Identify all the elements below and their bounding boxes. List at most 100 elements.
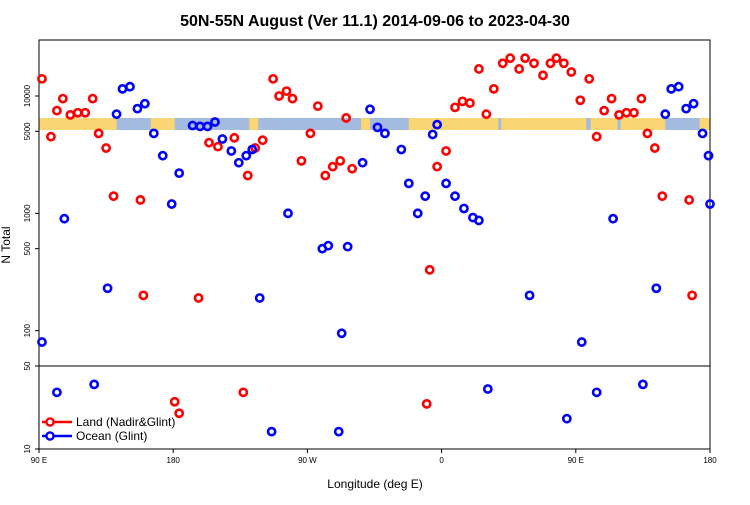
legend-label: Ocean (Glint) [76, 429, 147, 443]
land-point [213, 141, 223, 152]
ocean-point [174, 168, 185, 179]
lower-panel: 10 50 90 E 180 90 W 0 90 E 180 [23, 361, 717, 465]
land-point [138, 290, 149, 301]
x-tick-label: 90 W [298, 456, 317, 465]
ocean-point [233, 157, 244, 168]
lower-panel-frame [38, 365, 711, 450]
map-band-land [590, 118, 618, 130]
y-tick-label: 5000 [23, 122, 32, 140]
map-band-land [39, 118, 117, 130]
land-point [687, 290, 698, 301]
land-point [545, 58, 556, 69]
ocean-point [111, 109, 122, 120]
map-band-land [501, 118, 587, 130]
land-point [46, 131, 56, 142]
land-point [320, 170, 331, 181]
ocean-point [125, 81, 135, 92]
land-point [684, 195, 695, 205]
land-point [481, 109, 492, 120]
land-point [432, 161, 443, 172]
land-point [268, 73, 279, 84]
ocean-point [660, 109, 671, 120]
legend: Land (Nadir&Glint)Ocean (Glint) [42, 415, 175, 443]
ocean-point [247, 144, 258, 155]
land-point [135, 195, 146, 205]
land-point [529, 58, 539, 69]
land-point [657, 191, 668, 202]
ocean-point [697, 128, 708, 139]
land-point [37, 73, 47, 84]
land-point [72, 107, 83, 118]
ocean-point [651, 283, 662, 294]
land-point [312, 101, 323, 112]
land-point [621, 107, 632, 118]
land-point [87, 93, 98, 104]
land-point [101, 143, 111, 153]
ocean-point [412, 208, 423, 219]
x-tick-label: 90 E [31, 456, 47, 465]
x-axis-label: Longitude (deg E) [327, 477, 422, 491]
map-band-land [361, 118, 371, 130]
land-point [473, 64, 484, 74]
land-point [174, 408, 185, 419]
land-point [441, 146, 451, 156]
map-band-land [620, 118, 666, 130]
map-band-land [699, 118, 710, 130]
ocean-point [561, 413, 572, 424]
land-point [599, 105, 610, 116]
y-tick-label: 50 [23, 361, 32, 370]
land-point [566, 67, 577, 77]
ocean-point [482, 384, 493, 394]
ocean-point [210, 117, 220, 127]
ocean-point [688, 98, 699, 109]
land-point [169, 396, 180, 407]
land-point [65, 109, 76, 120]
land-point [575, 95, 586, 106]
land-point [551, 53, 562, 64]
land-point [296, 155, 307, 166]
ocean-point [254, 293, 265, 303]
y-axis-label: N Total [0, 226, 13, 263]
land-point [514, 64, 525, 74]
ocean-point [59, 213, 70, 224]
x-tick-label: 180 [167, 456, 181, 465]
ocean-point [638, 379, 648, 390]
ocean-point [357, 157, 368, 168]
land-point [614, 109, 624, 120]
ocean-point [576, 337, 587, 347]
land-point [649, 143, 660, 153]
land-point [51, 105, 62, 116]
y-tick-label: 100 [23, 323, 32, 337]
land-point [538, 70, 548, 81]
y-tick-label: 10 [23, 444, 32, 453]
ocean-point [703, 150, 714, 161]
ocean-point [51, 387, 62, 398]
land-point [238, 387, 249, 398]
land-point [274, 91, 284, 101]
ocean-point [705, 199, 715, 209]
ocean-point [681, 103, 692, 114]
ocean-point [591, 387, 602, 398]
land-point [606, 93, 617, 104]
land-point [465, 98, 475, 108]
ocean-point [666, 83, 677, 94]
land-point [305, 128, 316, 139]
ocean-point [342, 241, 353, 252]
ocean-point [608, 213, 618, 224]
land-point [457, 96, 468, 107]
land-point [421, 398, 432, 409]
land-point [450, 102, 460, 113]
ocean-point [441, 178, 451, 189]
ocean-point [333, 426, 344, 437]
ocean-point [336, 328, 347, 339]
y-tick-label: 1000 [23, 204, 32, 222]
legend-label: Land (Nadir&Glint) [76, 415, 175, 429]
land-point [424, 264, 435, 275]
land-point [591, 131, 602, 142]
land-point [281, 86, 292, 97]
map-band-land [150, 118, 175, 130]
ocean-point [420, 191, 431, 202]
ocean-point [403, 178, 414, 189]
x-tick-label: 90 E [568, 456, 584, 465]
y-tick-label: 10000 [23, 84, 32, 107]
